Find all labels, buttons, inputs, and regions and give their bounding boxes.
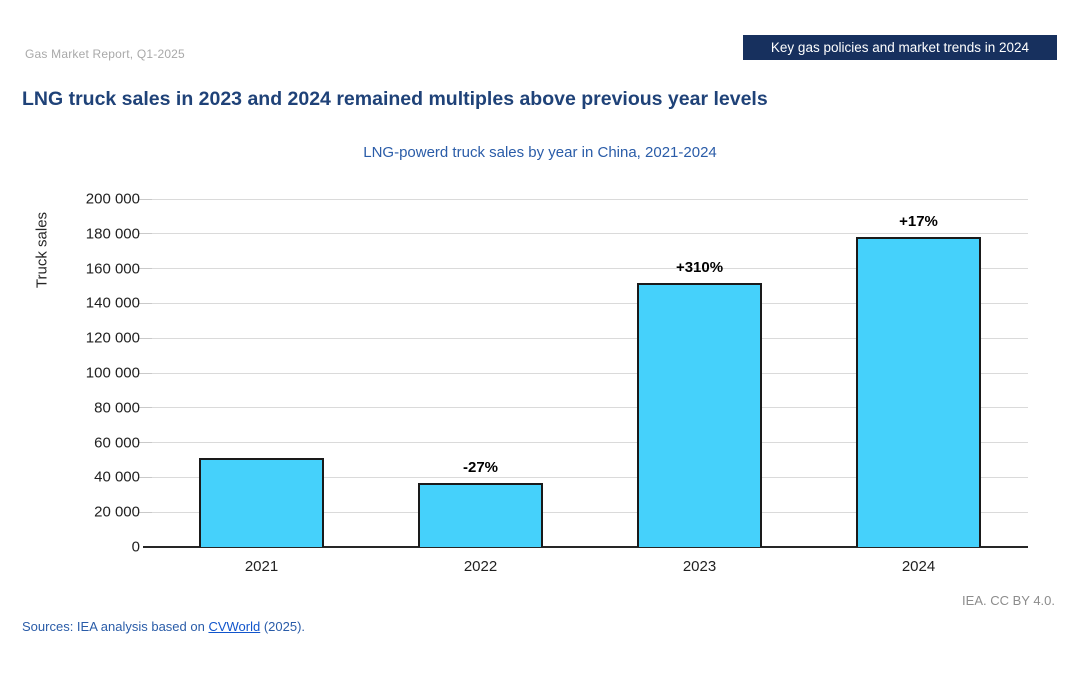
gridline bbox=[152, 198, 1028, 200]
source-link[interactable]: CVWorld bbox=[208, 619, 261, 634]
license-note: IEA. CC BY 4.0. bbox=[962, 593, 1055, 608]
bar-2023 bbox=[637, 282, 762, 547]
y-axis-title: Truck sales bbox=[33, 211, 51, 289]
y-axis-tick bbox=[139, 268, 152, 270]
y-tick-label: 160 000 bbox=[85, 260, 140, 278]
y-axis-tick bbox=[139, 302, 152, 304]
bar-2024 bbox=[856, 237, 981, 547]
y-tick-label: 40 000 bbox=[94, 468, 140, 486]
bar-annotation-2023: +310% bbox=[675, 258, 724, 276]
plot-area: -27% +310% +17% bbox=[139, 198, 1028, 548]
chart-subtitle: LNG-powerd truck sales by year in China,… bbox=[363, 144, 717, 161]
x-axis-line bbox=[143, 546, 1028, 548]
gridline bbox=[152, 337, 1028, 339]
y-axis-tick bbox=[139, 407, 152, 409]
x-tick-label-2021: 2021 bbox=[244, 558, 279, 575]
bar-annotation-2024: +17% bbox=[899, 213, 938, 231]
x-tick-label-2023: 2023 bbox=[682, 558, 717, 575]
gridline bbox=[152, 268, 1028, 270]
y-axis-tick bbox=[139, 511, 152, 513]
gridline bbox=[152, 476, 1028, 478]
gridline bbox=[152, 442, 1028, 444]
y-tick-label: 0 bbox=[131, 538, 140, 556]
y-axis-tick bbox=[139, 372, 152, 374]
sources-prefix: Sources: IEA analysis based on bbox=[22, 619, 209, 634]
y-axis-tick bbox=[139, 198, 152, 200]
bar-2021 bbox=[199, 458, 324, 547]
section-badge-label: Key gas policies and market trends in 20… bbox=[770, 40, 1030, 55]
y-tick-label: 140 000 bbox=[85, 294, 140, 312]
y-tick-label: 200 000 bbox=[85, 190, 140, 208]
bar-annotation-2022: -27% bbox=[462, 458, 499, 476]
gridline bbox=[152, 372, 1028, 374]
y-tick-label: 60 000 bbox=[94, 434, 140, 452]
y-tick-label: 20 000 bbox=[94, 503, 140, 521]
y-tick-label: 80 000 bbox=[94, 399, 140, 417]
bar-2022 bbox=[418, 482, 543, 547]
gridline bbox=[152, 302, 1028, 304]
y-axis-tick bbox=[139, 337, 152, 339]
y-tick-label: 100 000 bbox=[85, 364, 140, 382]
y-tick-label: 180 000 bbox=[85, 225, 140, 243]
section-badge: Key gas policies and market trends in 20… bbox=[743, 35, 1057, 60]
sources-suffix: (2025). bbox=[260, 619, 306, 634]
report-edition-label: Gas Market Report, Q1-2025 bbox=[25, 47, 185, 61]
gridline bbox=[152, 511, 1028, 513]
page-title: LNG truck sales in 2023 and 2024 remaine… bbox=[22, 88, 768, 110]
gridline bbox=[152, 407, 1028, 409]
y-axis-tick bbox=[139, 442, 152, 444]
x-tick-label-2022: 2022 bbox=[463, 558, 498, 575]
gridline bbox=[152, 233, 1028, 235]
x-tick-label-2024: 2024 bbox=[901, 558, 936, 575]
sources-line: Sources: IEA analysis based on CVWorld (… bbox=[22, 619, 305, 634]
y-axis-tick bbox=[139, 476, 152, 478]
y-tick-label: 120 000 bbox=[85, 329, 140, 347]
y-axis-tick bbox=[139, 233, 152, 235]
